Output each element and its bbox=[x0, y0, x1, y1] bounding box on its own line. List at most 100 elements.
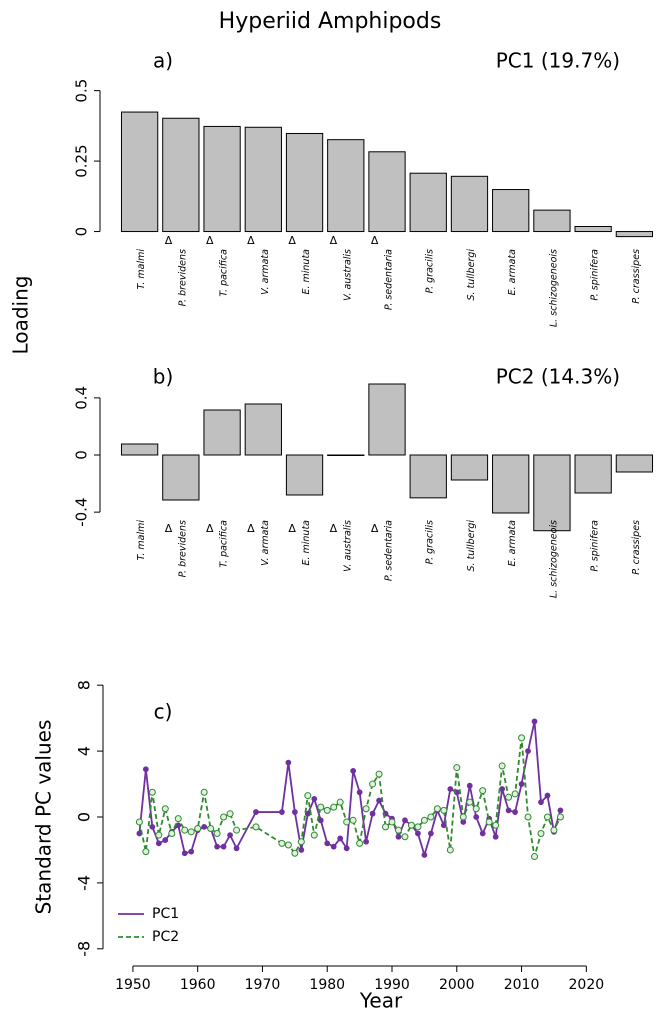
data-point bbox=[349, 816, 357, 824]
data-point bbox=[511, 790, 519, 798]
category-label: P. gracilis bbox=[425, 520, 436, 564]
panel-label: c) bbox=[154, 700, 173, 724]
data-point bbox=[142, 848, 150, 856]
category-label: P. spinifera bbox=[590, 520, 601, 572]
data-point bbox=[291, 809, 298, 815]
category-label: V. armata bbox=[260, 249, 271, 295]
bar bbox=[615, 454, 654, 473]
data-point bbox=[207, 825, 215, 833]
data-point bbox=[356, 789, 363, 796]
data-point bbox=[473, 814, 480, 820]
data-point bbox=[492, 821, 500, 829]
data-point bbox=[233, 826, 241, 834]
data-point bbox=[420, 816, 428, 824]
category-label: P. sedentaria bbox=[384, 249, 395, 310]
category-label: E. armata bbox=[507, 520, 518, 567]
x-tick-label: 2010 bbox=[504, 977, 540, 993]
data-point bbox=[466, 782, 473, 789]
category-symbol: Δ bbox=[247, 522, 255, 535]
data-point bbox=[538, 799, 544, 806]
category-label: P. crassipes bbox=[631, 520, 642, 575]
bar bbox=[327, 454, 365, 456]
category-symbol: Δ bbox=[371, 522, 379, 535]
panel-subtitle: PC2 (14.3%) bbox=[496, 365, 620, 389]
data-point bbox=[505, 807, 512, 814]
data-point bbox=[363, 838, 370, 845]
data-point bbox=[214, 843, 221, 850]
data-point bbox=[226, 810, 234, 818]
data-point bbox=[401, 833, 409, 841]
data-point bbox=[142, 766, 149, 773]
bar bbox=[120, 443, 159, 456]
category-symbol: Δ bbox=[206, 234, 214, 247]
data-point bbox=[155, 840, 162, 847]
data-point bbox=[485, 818, 493, 826]
bar bbox=[285, 454, 324, 496]
bar bbox=[162, 454, 200, 501]
data-point bbox=[200, 788, 208, 796]
data-point bbox=[505, 793, 513, 801]
bar bbox=[574, 225, 612, 233]
data-point bbox=[525, 748, 531, 754]
data-point bbox=[369, 780, 377, 788]
data-point bbox=[213, 829, 221, 837]
data-point bbox=[149, 823, 156, 830]
y-tick-label: 4 bbox=[75, 746, 94, 756]
data-point bbox=[544, 792, 551, 799]
category-symbol: Δ bbox=[330, 522, 338, 535]
category-label: E. minuta bbox=[301, 249, 312, 295]
data-point bbox=[201, 823, 208, 830]
data-point bbox=[415, 830, 421, 837]
category-symbol: Δ bbox=[206, 522, 214, 535]
data-point bbox=[297, 838, 305, 846]
x-tick-label: 1950 bbox=[115, 977, 151, 993]
data-point bbox=[343, 818, 351, 826]
data-point bbox=[446, 846, 454, 854]
data-point bbox=[433, 805, 441, 813]
y-tick-label: 0.5 bbox=[73, 79, 91, 103]
data-point bbox=[285, 759, 292, 766]
bar bbox=[533, 209, 571, 233]
data-point bbox=[181, 826, 189, 834]
category-symbol: Δ bbox=[288, 234, 296, 247]
category-label: T. pacifica bbox=[219, 249, 230, 297]
data-point bbox=[472, 805, 480, 813]
category-label: P. spinifera bbox=[590, 249, 601, 301]
data-point bbox=[253, 809, 259, 815]
data-point bbox=[284, 841, 292, 849]
x-tick-label: 2000 bbox=[439, 977, 475, 993]
bar bbox=[244, 403, 282, 456]
data-point bbox=[427, 830, 434, 837]
data-point bbox=[252, 823, 260, 831]
data-point bbox=[524, 813, 532, 821]
x-tick-label: 1970 bbox=[245, 977, 281, 993]
y-axis-title: Standard PC values bbox=[32, 720, 56, 915]
data-point bbox=[369, 810, 376, 817]
data-point bbox=[194, 825, 202, 833]
data-point bbox=[168, 829, 176, 837]
bar bbox=[533, 454, 571, 532]
data-point bbox=[227, 832, 233, 839]
y-tick-label: -8 bbox=[75, 941, 94, 957]
bar bbox=[492, 189, 530, 233]
data-point bbox=[492, 833, 499, 840]
data-point bbox=[323, 806, 331, 814]
category-label: V. australis bbox=[342, 249, 353, 301]
data-point bbox=[187, 828, 195, 836]
data-point bbox=[479, 787, 487, 795]
data-point bbox=[440, 806, 448, 814]
data-point bbox=[479, 830, 486, 837]
bar bbox=[327, 139, 365, 233]
data-point bbox=[550, 826, 558, 834]
bar bbox=[450, 454, 489, 481]
data-point bbox=[453, 764, 461, 772]
data-point bbox=[518, 734, 526, 742]
data-point bbox=[330, 803, 338, 811]
data-point bbox=[181, 850, 188, 857]
figure-title: Hyperiid Amphipods bbox=[219, 9, 442, 34]
bar bbox=[285, 132, 324, 233]
data-point bbox=[388, 818, 396, 826]
data-point bbox=[395, 833, 402, 840]
data-point bbox=[336, 798, 344, 806]
